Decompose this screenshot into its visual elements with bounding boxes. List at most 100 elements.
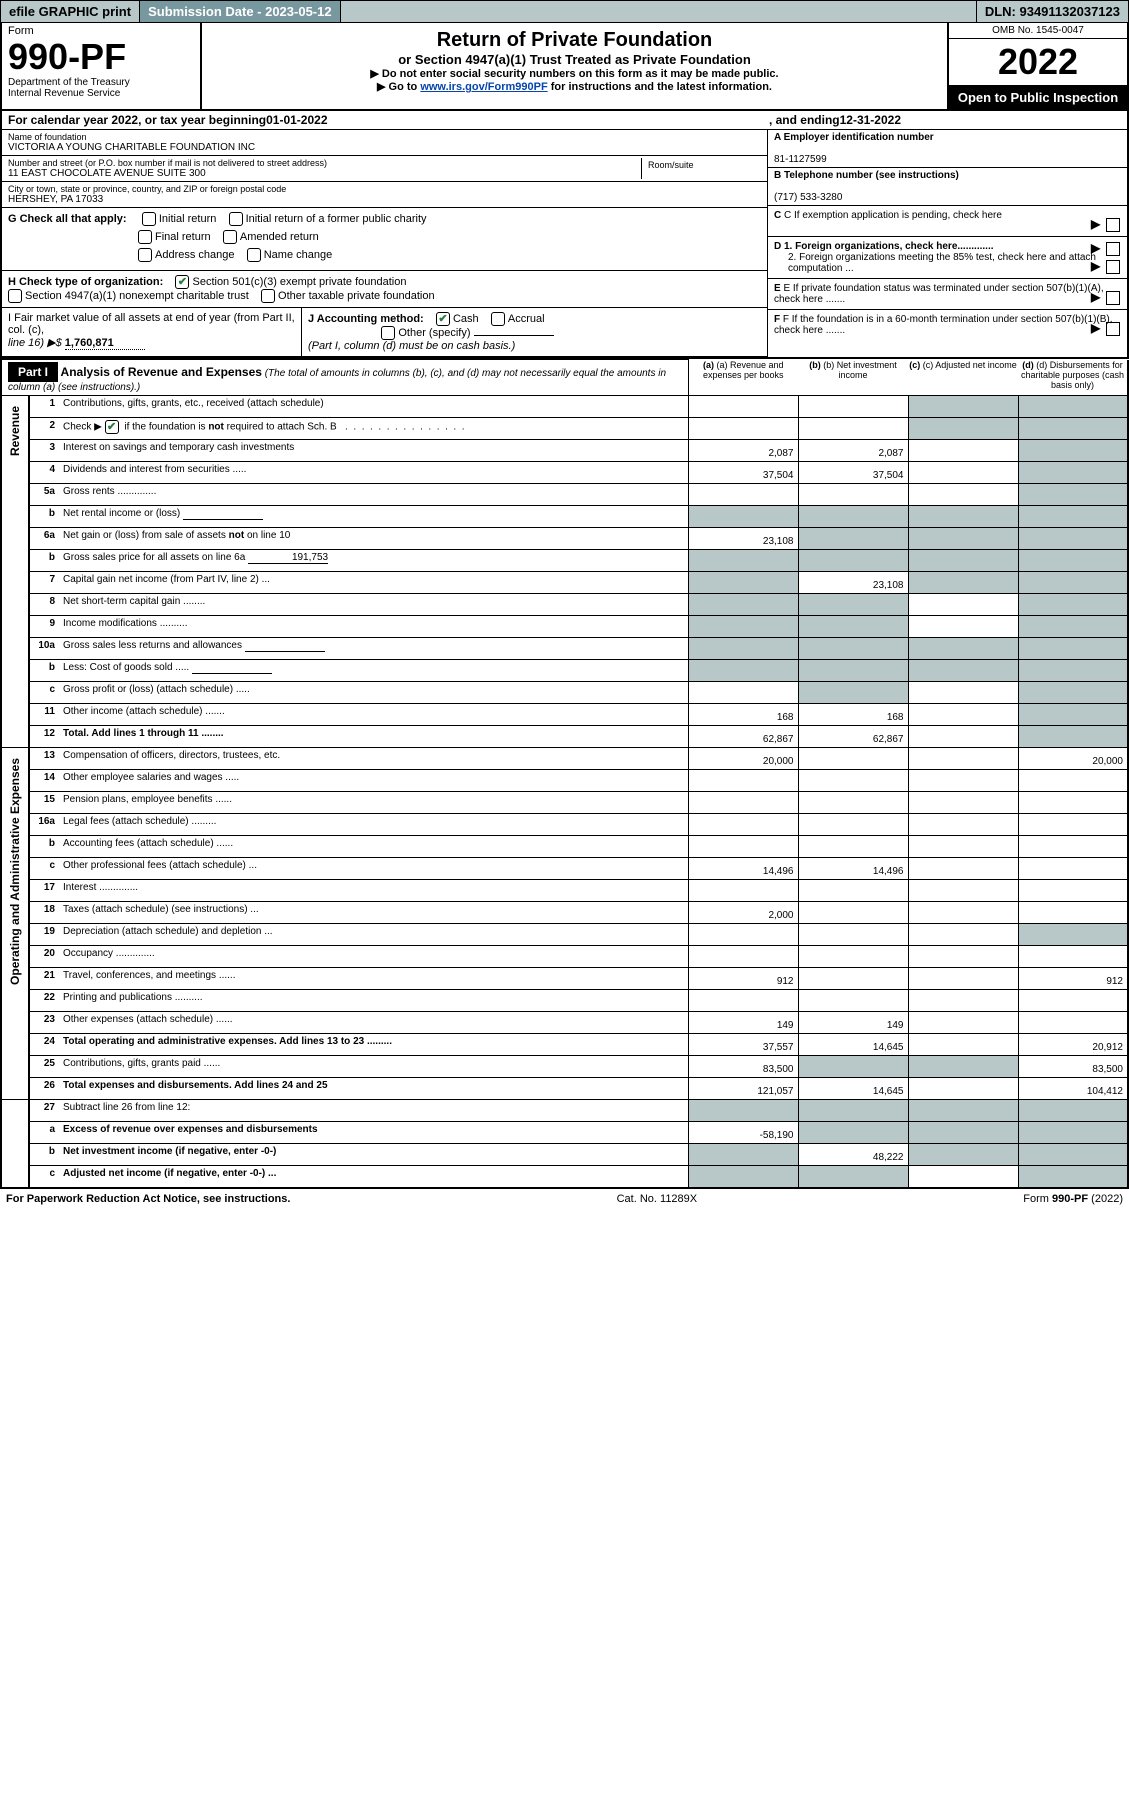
part1-bar: Part I xyxy=(8,362,58,382)
accrual-checkbox[interactable] xyxy=(491,312,505,326)
cell-c xyxy=(908,462,1018,484)
table-row: bLess: Cost of goods sold ..... xyxy=(1,660,1128,682)
foreign-org-checkbox[interactable] xyxy=(1106,242,1120,256)
cell-d xyxy=(1018,594,1128,616)
60-month-checkbox[interactable] xyxy=(1106,322,1120,336)
cell-d xyxy=(1018,506,1128,528)
cell-a: 2,000 xyxy=(688,902,798,924)
cell-b xyxy=(798,682,908,704)
cell-a xyxy=(688,396,798,418)
line-number: 26 xyxy=(29,1078,59,1100)
cell-d xyxy=(1018,836,1128,858)
foreign-org-label: D 1. Foreign organizations, check here..… xyxy=(774,241,994,252)
cell-b xyxy=(798,1122,908,1144)
table-row: 12Total. Add lines 1 through 11 ........… xyxy=(1,726,1128,748)
line-description: Other income (attach schedule) ....... xyxy=(59,704,688,726)
cell-d xyxy=(1018,1012,1128,1034)
line-number: b xyxy=(29,1144,59,1166)
final-return-checkbox[interactable] xyxy=(138,230,152,244)
initial-public-checkbox[interactable] xyxy=(229,212,243,226)
cell-c xyxy=(908,1100,1018,1122)
cell-c xyxy=(908,1078,1018,1100)
calendar-year-row: For calendar year 2022, or tax year begi… xyxy=(0,111,1129,130)
cell-b: 62,867 xyxy=(798,726,908,748)
foreign-85-label: 2. Foreign organizations meeting the 85%… xyxy=(774,252,1121,274)
cell-a xyxy=(688,880,798,902)
cell-d: 20,000 xyxy=(1018,748,1128,770)
ein: 81-1127599 xyxy=(774,154,827,165)
cell-d xyxy=(1018,990,1128,1012)
line-number: 21 xyxy=(29,968,59,990)
cell-b xyxy=(798,528,908,550)
line-number: b xyxy=(29,550,59,572)
line-number: c xyxy=(29,858,59,880)
cell-a xyxy=(688,924,798,946)
form-reference: Form 990-PF (2022) xyxy=(1023,1193,1123,1205)
cash-checkbox[interactable] xyxy=(436,312,450,326)
501c3-checkbox[interactable] xyxy=(175,275,189,289)
line-description: Gross profit or (loss) (attach schedule)… xyxy=(59,682,688,704)
bottom-side-label xyxy=(1,1100,29,1188)
irs-link[interactable]: www.irs.gov/Form990PF xyxy=(420,81,547,93)
other-taxable-checkbox[interactable] xyxy=(261,289,275,303)
cell-c xyxy=(908,1034,1018,1056)
cell-c xyxy=(908,902,1018,924)
form-header: Form 990-PF Department of the Treasury I… xyxy=(0,23,1129,111)
cell-b: 149 xyxy=(798,1012,908,1034)
omb-number: OMB No. 1545-0047 xyxy=(949,23,1127,39)
cell-b xyxy=(798,484,908,506)
line-number: 10a xyxy=(29,638,59,660)
cell-a: -58,190 xyxy=(688,1122,798,1144)
address-change-checkbox[interactable] xyxy=(138,248,152,262)
cell-b xyxy=(798,902,908,924)
name-change-checkbox[interactable] xyxy=(247,248,261,262)
line-number: a xyxy=(29,1122,59,1144)
terminated-checkbox[interactable] xyxy=(1106,291,1120,305)
cell-a xyxy=(688,1166,798,1188)
line-description: Less: Cost of goods sold ..... xyxy=(59,660,688,682)
exemption-pending-checkbox[interactable] xyxy=(1106,218,1120,232)
irs-label: Internal Revenue Service xyxy=(8,88,194,99)
i-section: I Fair market value of all assets at end… xyxy=(2,308,302,356)
table-row: 22Printing and publications .......... xyxy=(1,990,1128,1012)
address: 11 EAST CHOCOLATE AVENUE SUITE 300 xyxy=(8,168,641,179)
60-month-label: F If the foundation is in a 60-month ter… xyxy=(774,314,1113,336)
line-number: 2 xyxy=(29,418,59,440)
top-bar: efile GRAPHIC print Submission Date - 20… xyxy=(0,0,1129,23)
cell-d xyxy=(1018,924,1128,946)
4947-checkbox[interactable] xyxy=(8,289,22,303)
header-center: Return of Private Foundation or Section … xyxy=(202,23,947,109)
line-description: Pension plans, employee benefits ...... xyxy=(59,792,688,814)
amended-return-checkbox[interactable] xyxy=(223,230,237,244)
cell-c xyxy=(908,506,1018,528)
cell-b: 37,504 xyxy=(798,462,908,484)
cell-c xyxy=(908,770,1018,792)
other-method-checkbox[interactable] xyxy=(381,326,395,340)
cell-a xyxy=(688,792,798,814)
cell-b xyxy=(798,616,908,638)
line-number: 23 xyxy=(29,1012,59,1034)
cell-d xyxy=(1018,946,1128,968)
cell-b xyxy=(798,594,908,616)
table-row: 5aGross rents .............. xyxy=(1,484,1128,506)
foreign-85-checkbox[interactable] xyxy=(1106,260,1120,274)
cell-c xyxy=(908,594,1018,616)
table-row: 24Total operating and administrative exp… xyxy=(1,1034,1128,1056)
cell-d xyxy=(1018,396,1128,418)
cell-d xyxy=(1018,770,1128,792)
line-description: Adjusted net income (if negative, enter … xyxy=(59,1166,688,1188)
cell-a xyxy=(688,484,798,506)
initial-return-checkbox[interactable] xyxy=(142,212,156,226)
table-row: Operating and Administrative Expenses13C… xyxy=(1,748,1128,770)
line-number: 5a xyxy=(29,484,59,506)
city-state-zip: HERSHEY, PA 17033 xyxy=(8,194,761,205)
line-description: Accounting fees (attach schedule) ...... xyxy=(59,836,688,858)
line-description: Net short-term capital gain ........ xyxy=(59,594,688,616)
cell-a: 23,108 xyxy=(688,528,798,550)
cell-b xyxy=(798,946,908,968)
cell-c xyxy=(908,748,1018,770)
line-number: 9 xyxy=(29,616,59,638)
efile-label: efile GRAPHIC print xyxy=(1,1,140,22)
table-row: 19Depreciation (attach schedule) and dep… xyxy=(1,924,1128,946)
table-row: 11Other income (attach schedule) .......… xyxy=(1,704,1128,726)
